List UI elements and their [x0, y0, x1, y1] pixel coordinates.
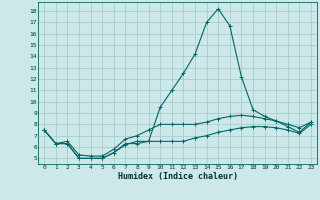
X-axis label: Humidex (Indice chaleur): Humidex (Indice chaleur): [118, 172, 238, 181]
